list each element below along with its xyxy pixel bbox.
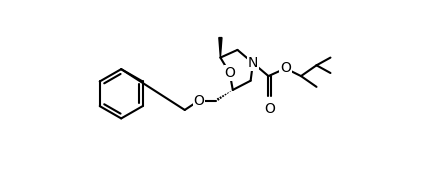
Text: O: O (280, 61, 291, 75)
Text: O: O (224, 66, 235, 80)
Polygon shape (219, 37, 222, 58)
Text: O: O (193, 94, 204, 108)
Text: N: N (248, 56, 258, 70)
Text: O: O (265, 102, 276, 116)
